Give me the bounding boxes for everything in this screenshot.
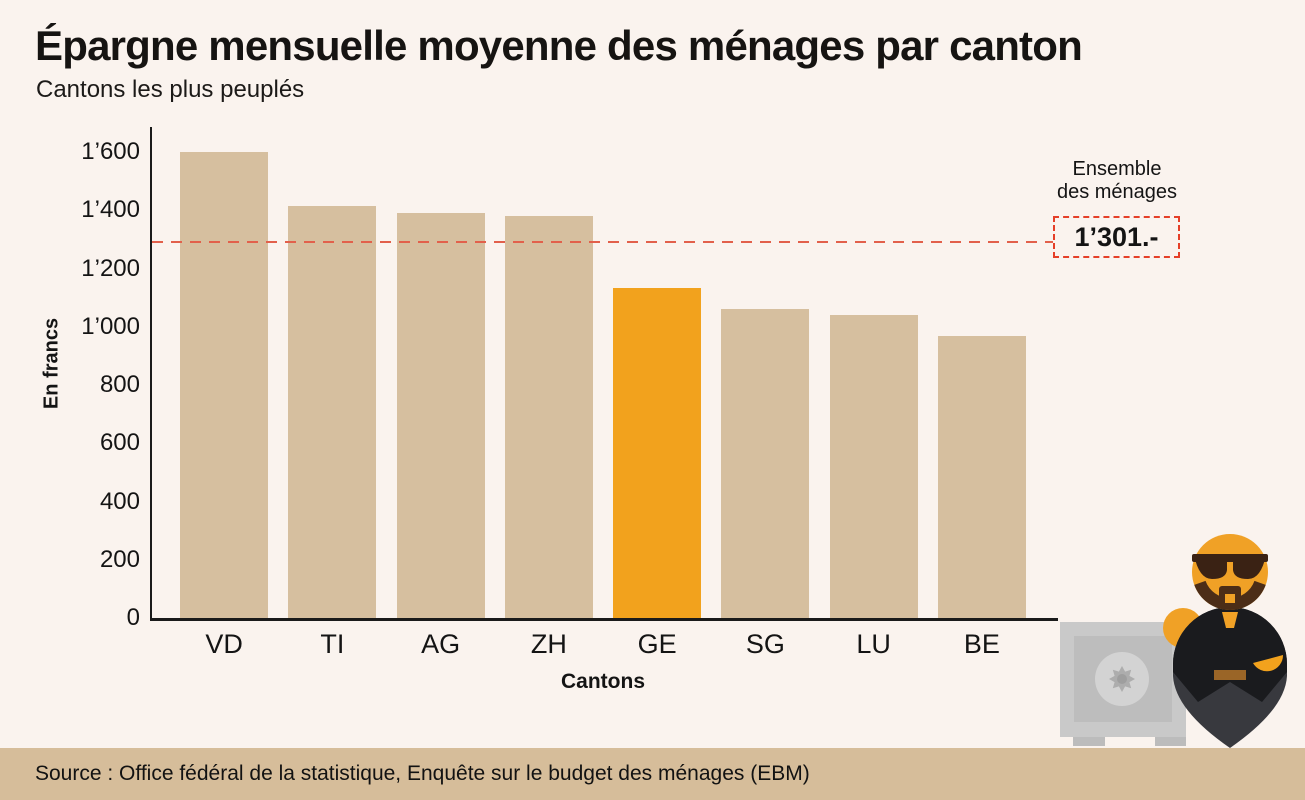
reference-label: Ensemble des ménages [1040,158,1194,204]
y-tick-label: 1’000 [81,312,140,340]
y-tick-label: 1’200 [81,254,140,282]
bar-slot [387,125,495,621]
y-tick-label: 200 [99,545,140,573]
x-tick-label-BE: BE [963,629,1000,659]
safe-icon [1060,622,1186,746]
x-axis-tick-labels: VD TI AG ZH GE SG LU BE [170,629,1036,660]
bar-SG [721,309,810,621]
x-tick-label-VD: VD [205,629,243,659]
bar-slot [170,125,278,621]
x-axis-title: Cantons [561,670,645,693]
bar-VD [180,152,269,621]
bar-slot [603,125,711,621]
x-tick-label-SG: SG [745,629,785,659]
x-tick-label-TI: TI [320,629,345,659]
bar-ZH [504,216,593,621]
bar-GE [613,288,702,621]
y-tick-label: 600 [99,429,140,457]
source-text: Source : Office fédéral de la statistiqu… [35,762,810,785]
reference-value-box: 1’301.- [1053,216,1180,258]
bar-LU [829,315,918,621]
x-tick-label-AG: AG [421,629,461,659]
page-title: Épargne mensuelle moyenne des ménages pa… [35,22,1083,69]
y-axis-line [150,127,152,621]
bar-TI [288,206,377,621]
bar-slot [711,125,819,621]
x-tick-label-LU: LU [856,629,891,659]
hero-character-icon [1163,534,1287,748]
y-tick-label: 1’600 [81,138,140,165]
source-band: Source : Office fédéral de la statistiqu… [0,748,1305,800]
x-tick-label-GE: GE [637,629,677,659]
y-tick-label: 0 [126,604,140,631]
x-tick-label-ZH: ZH [530,629,567,659]
y-tick-label: 800 [99,371,140,398]
reference-label-line2: des ménages [1056,181,1178,203]
y-tick-label: 1’400 [81,196,140,224]
y-tick-label: 400 [99,487,140,515]
bar-AG [396,213,485,621]
reference-label-line1: Ensemble [1072,158,1162,180]
reference-dashed-line [152,241,1053,243]
bar-slot [278,125,386,621]
bar-series [170,125,1036,621]
bar-BE [937,336,1026,621]
bar-slot [928,125,1036,621]
y-axis-title: En francs [40,317,63,410]
bar-slot [820,125,928,621]
savings-illustration [1060,534,1287,748]
page-subtitle: Cantons les plus peuplés [36,76,305,103]
x-axis-line [150,618,1058,621]
sunglasses [1192,554,1268,579]
bar-slot [495,125,603,621]
